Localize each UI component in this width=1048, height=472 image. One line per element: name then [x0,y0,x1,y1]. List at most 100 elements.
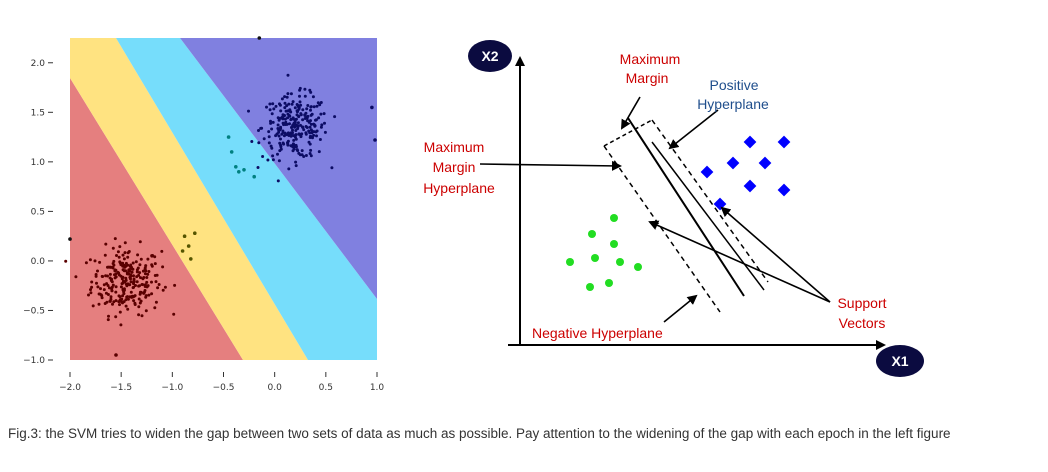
data-point [287,102,291,106]
data-point [138,263,142,267]
data-point [294,135,297,139]
data-point [312,105,316,109]
x-tick-label: 0.5 [319,383,333,393]
region-margin-b [116,38,377,360]
data-point [295,148,299,152]
positive-diamond-point [700,165,714,179]
data-point [146,257,150,261]
negative-circle-point [591,254,599,262]
data-point [114,268,118,272]
data-point [137,305,141,309]
data-point [129,280,133,284]
data-point [267,135,271,139]
outlier-point [180,249,185,253]
data-point [133,294,137,298]
data-point [119,323,123,327]
outlier-point [182,234,187,238]
data-point [146,284,150,288]
data-point [113,237,117,241]
data-point [139,299,143,303]
data-point [312,133,316,137]
data-point [153,262,157,266]
positive-hyperplane-arrow [668,109,719,150]
data-point [283,95,287,99]
data-point [132,277,136,281]
data-point [142,276,146,279]
data-point [299,112,303,116]
data-point [269,119,272,123]
outlier-point [186,244,191,248]
data-point [305,115,309,119]
data-point [118,310,122,314]
data-point [311,95,315,99]
data-point [267,130,271,134]
data-point [268,102,272,106]
svm-diagram: X2 X1 Maximum Margin Positive Hyperplane… [423,40,924,377]
region-class-b [180,38,377,299]
data-point [126,307,130,311]
data-point [305,107,309,111]
data-point [293,118,297,122]
data-point [279,147,283,151]
data-point [322,112,326,116]
data-point [286,116,290,120]
outlier-point [68,237,72,241]
y-tick-label: 1.5 [31,108,45,118]
data-point [145,276,149,279]
data-point [297,115,301,119]
data-point [315,104,319,108]
data-point [276,179,280,183]
data-point [135,280,139,284]
data-point [271,158,275,162]
data-point [267,141,271,145]
data-point [102,283,106,287]
data-point [295,109,299,113]
data-point [87,293,90,297]
data-point [250,140,254,143]
data-point [308,152,312,155]
data-point [269,121,273,125]
data-point [112,300,116,304]
data-point [290,125,294,129]
data-point [113,273,116,277]
data-point [90,285,94,289]
data-point [163,285,167,289]
data-point [308,125,312,129]
data-point [144,294,148,298]
data-point [119,285,123,289]
data-point [297,133,301,136]
negative-circle-point [605,279,613,287]
outlier-point [114,353,118,357]
data-point [93,259,97,263]
outlier-point [193,231,197,235]
data-point [123,251,127,255]
data-point [296,121,300,125]
data-point [111,266,115,270]
data-point [106,284,110,287]
data-point [121,253,125,257]
data-point [298,94,301,98]
max-margin-label-line1: Maximum [620,51,681,67]
data-point [301,118,305,122]
data-point [141,283,145,287]
data-point [147,270,151,273]
data-point [262,137,266,141]
data-point [309,154,313,158]
positive-diamond-point [777,135,791,149]
data-point [141,269,145,273]
data-point [277,134,281,138]
data-point [290,102,294,106]
outlier-point [226,135,231,139]
y-tick-label: 0.5 [31,207,45,217]
max-margin-label-line2: Margin [626,70,669,86]
data-point [161,288,165,292]
data-point [304,131,308,135]
data-point [128,275,132,279]
data-point [314,118,318,122]
data-point [279,125,283,129]
data-point [161,265,165,269]
data-point [247,109,250,113]
data-point [107,265,111,269]
negative-hyperplane-arrow [663,294,698,323]
data-point [265,105,268,109]
